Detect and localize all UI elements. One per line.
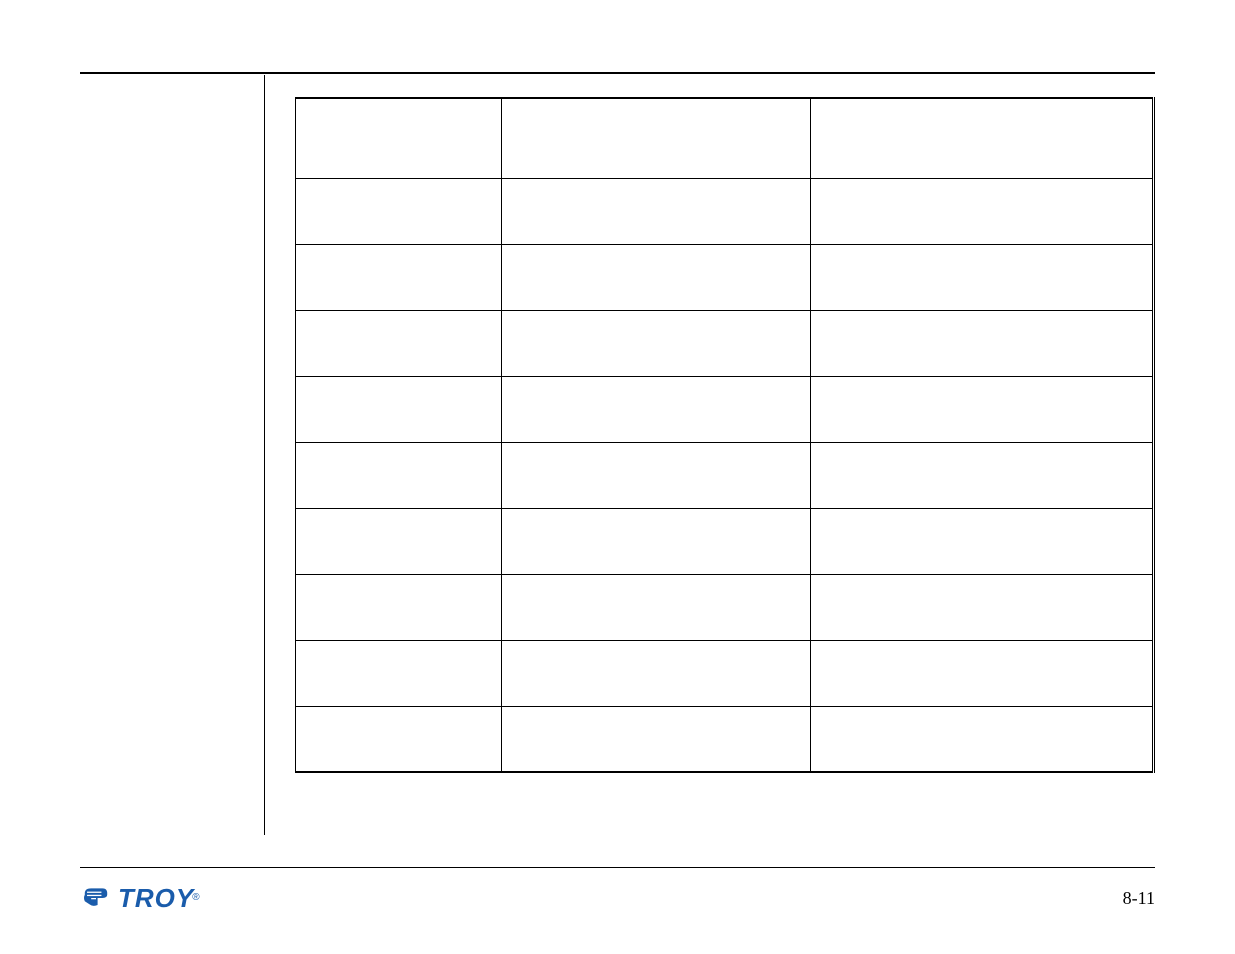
brand-logo-regmark: ® bbox=[192, 892, 199, 903]
sidebar-column bbox=[80, 75, 265, 835]
main-table-area bbox=[265, 75, 1155, 835]
table-cell bbox=[501, 508, 810, 574]
top-horizontal-rule bbox=[80, 72, 1155, 74]
table-cell bbox=[501, 442, 810, 508]
table-cell bbox=[296, 310, 502, 376]
page-footer: TROY® 8-11 bbox=[80, 867, 1155, 914]
table-cell bbox=[501, 574, 810, 640]
table-row bbox=[296, 310, 1154, 376]
brand-logo: TROY® bbox=[80, 882, 200, 914]
table-cell bbox=[296, 508, 502, 574]
table-row bbox=[296, 376, 1154, 442]
table-cell bbox=[810, 640, 1153, 706]
page-number: 8-11 bbox=[1123, 888, 1155, 909]
table-cell bbox=[296, 706, 502, 772]
table-cell bbox=[501, 706, 810, 772]
table-cell bbox=[296, 376, 502, 442]
table-row bbox=[296, 98, 1154, 178]
table-row bbox=[296, 244, 1154, 310]
table-cell bbox=[810, 310, 1153, 376]
table-cell bbox=[296, 574, 502, 640]
table-row bbox=[296, 442, 1154, 508]
page-content bbox=[80, 72, 1155, 954]
table-cell bbox=[810, 706, 1153, 772]
table-row bbox=[296, 574, 1154, 640]
content-row bbox=[80, 75, 1155, 835]
table-cell bbox=[810, 178, 1153, 244]
table-row bbox=[296, 706, 1154, 772]
table-cell bbox=[810, 376, 1153, 442]
table-cell bbox=[501, 98, 810, 178]
brand-logo-text: TROY® bbox=[118, 883, 200, 914]
table-cell bbox=[810, 98, 1153, 178]
table-cell bbox=[501, 376, 810, 442]
data-table bbox=[295, 97, 1155, 773]
footer-horizontal-rule bbox=[80, 867, 1155, 868]
table-cell bbox=[296, 98, 502, 178]
table-row bbox=[296, 508, 1154, 574]
table-cell bbox=[296, 178, 502, 244]
table-cell bbox=[810, 574, 1153, 640]
table-cell bbox=[296, 640, 502, 706]
brand-logo-label: TROY bbox=[118, 883, 194, 913]
table-cell bbox=[501, 244, 810, 310]
table-cell bbox=[810, 508, 1153, 574]
table-row bbox=[296, 178, 1154, 244]
table-cell bbox=[296, 442, 502, 508]
table-cell bbox=[810, 244, 1153, 310]
brand-logo-icon bbox=[80, 882, 112, 914]
table-cell bbox=[296, 244, 502, 310]
table-cell bbox=[501, 310, 810, 376]
table-cell bbox=[501, 640, 810, 706]
table-cell bbox=[810, 442, 1153, 508]
table-row bbox=[296, 640, 1154, 706]
footer-row: TROY® 8-11 bbox=[80, 882, 1155, 914]
table-cell bbox=[501, 178, 810, 244]
